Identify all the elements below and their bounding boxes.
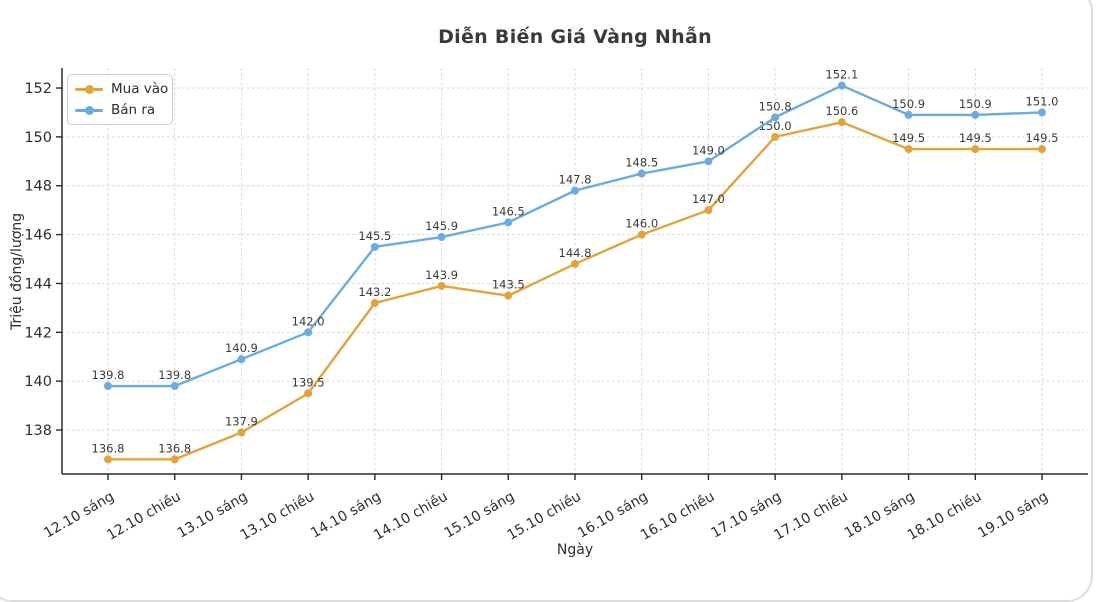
legend-label: Bán ra — [111, 102, 156, 118]
point-label: 136.8 — [158, 441, 191, 455]
point-label: 143.9 — [425, 268, 458, 282]
data-point — [104, 455, 112, 464]
data-point — [370, 299, 379, 308]
legend-item-ban-ra: Bán ra — [75, 102, 164, 118]
data-point — [904, 145, 913, 154]
data-point — [771, 113, 780, 122]
data-point — [237, 428, 246, 437]
data-point — [237, 355, 246, 364]
data-point — [971, 145, 980, 154]
point-label: 150.9 — [959, 97, 992, 111]
mua-vao-line-marker-icon — [75, 81, 103, 97]
point-label: 147.8 — [559, 173, 592, 187]
point-label: 143.5 — [492, 278, 525, 292]
data-point — [837, 118, 846, 127]
legend-item-mua-vao: Mua vào — [75, 81, 168, 97]
point-label: 149.5 — [892, 131, 925, 145]
data-point — [304, 328, 313, 337]
y-tick-label: 140 — [24, 374, 52, 390]
x-tick-label: 14.10 chiều — [371, 488, 451, 544]
x-axis-label: Ngày — [556, 542, 594, 558]
legend: Mua vào Bán ra — [67, 74, 173, 125]
data-point — [1038, 108, 1046, 117]
point-label: 143.2 — [358, 285, 391, 299]
point-label: 142.0 — [292, 314, 325, 328]
point-label: 150.6 — [825, 104, 858, 118]
chart-title: Diễn Biến Giá Vàng Nhẫn — [438, 26, 712, 48]
y-tick-label: 148 — [24, 179, 52, 195]
point-label: 148.5 — [625, 156, 658, 170]
point-label: 150.9 — [892, 97, 925, 111]
y-tick-label: 146 — [24, 228, 52, 244]
legend-label: Mua vào — [111, 81, 169, 97]
data-point — [437, 233, 446, 242]
point-label: 136.8 — [92, 441, 125, 455]
point-label: 146.0 — [625, 217, 658, 231]
point-label: 150.8 — [759, 99, 792, 113]
data-point — [637, 230, 646, 239]
data-point — [771, 132, 780, 141]
point-label: 145.9 — [425, 219, 458, 233]
point-label: 146.5 — [492, 204, 525, 218]
point-label: 149.5 — [1026, 131, 1059, 145]
point-label: 149.0 — [692, 143, 725, 157]
x-tick-label: 13.10 chiều — [237, 488, 317, 544]
point-label: 140.9 — [225, 341, 258, 355]
point-label: 152.1 — [825, 68, 858, 82]
data-point — [504, 291, 513, 300]
data-point — [1038, 145, 1046, 154]
point-label: 139.8 — [158, 368, 191, 382]
data-point — [304, 389, 313, 398]
data-point — [837, 81, 846, 90]
x-tick-label: 19.10 sáng — [975, 489, 1051, 542]
ban-ra-line-marker-icon — [75, 102, 103, 118]
point-label: 147.0 — [692, 192, 725, 206]
x-tick-label: 16.10 chiều — [637, 488, 717, 544]
y-tick-label: 144 — [24, 276, 52, 292]
point-label: 137.9 — [225, 414, 258, 428]
data-point — [904, 110, 913, 119]
data-point — [170, 455, 179, 464]
point-label: 139.5 — [292, 375, 325, 389]
point-label: 144.8 — [559, 246, 592, 260]
point-label: 139.8 — [92, 368, 125, 382]
point-label: 145.5 — [358, 229, 391, 243]
data-point — [637, 169, 646, 178]
y-tick-label: 152 — [24, 81, 52, 97]
x-tick-label: 17.10 chiều — [771, 488, 851, 544]
point-label: 149.5 — [959, 131, 992, 145]
point-label: 151.0 — [1026, 94, 1059, 108]
x-tick-label: 18.10 chiều — [904, 488, 984, 544]
data-point — [437, 281, 446, 290]
y-tick-label: 150 — [24, 130, 52, 146]
data-point — [571, 186, 579, 195]
y-tick-label: 138 — [24, 423, 52, 439]
data-point — [571, 259, 579, 268]
x-tick-label: 15.10 chiều — [504, 488, 584, 544]
data-point — [971, 110, 980, 119]
y-tick-label: 142 — [24, 325, 52, 341]
data-point — [170, 382, 179, 391]
x-tick-label: 12.10 chiều — [104, 488, 184, 544]
data-point — [370, 242, 379, 251]
data-point — [104, 382, 112, 391]
data-point — [704, 157, 713, 166]
data-point — [504, 218, 513, 227]
data-point — [704, 206, 713, 215]
